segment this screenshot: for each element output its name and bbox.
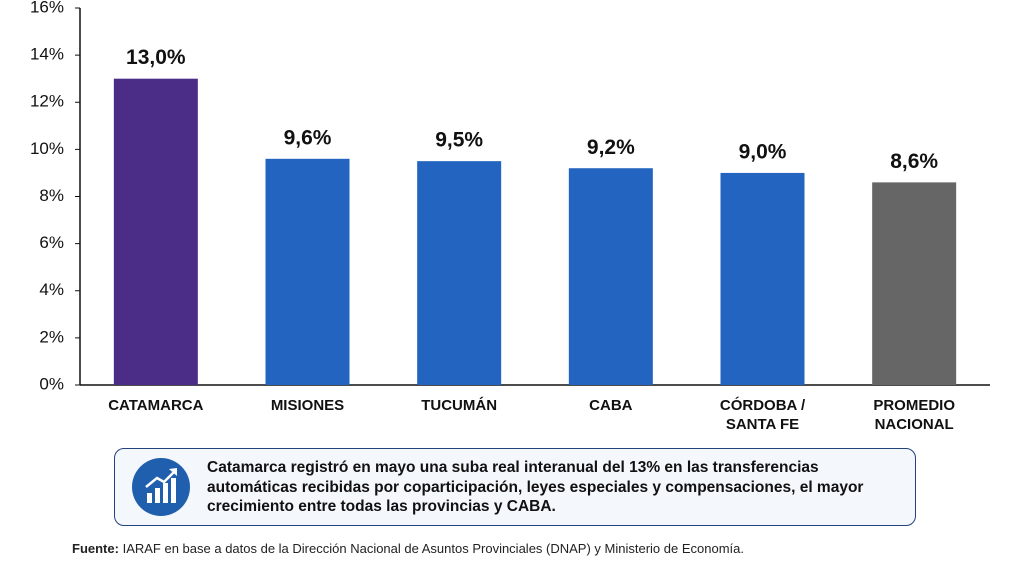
value-label: 9,0% (739, 140, 787, 163)
bar (568, 168, 653, 385)
value-label: 9,6% (284, 126, 332, 149)
note-text: Catamarca registró en mayo una suba real… (207, 459, 864, 515)
x-tick-label: MISIONES (270, 397, 345, 414)
bar (113, 78, 198, 385)
x-tick-label: CÓRDOBA / SANTA FE (719, 397, 806, 433)
bar (417, 161, 502, 385)
x-tick-label: TUCUMÁN (421, 397, 498, 414)
x-tick-label: PROMEDIO NACIONAL (873, 397, 955, 433)
note-icon (132, 458, 190, 516)
y-tick-label: 6% (39, 233, 64, 252)
chart: 0% 2% 4% 6% 8% 10% 12% 14% 16% 13,0% 9,6% 9,5% 9,2% 9… (30, 0, 990, 393)
note-box: Catamarca registró en mayo una suba real… (114, 448, 916, 526)
source-text: IARAF en base a datos de la Dirección Na… (122, 541, 744, 556)
source: Fuente: IARAF en base a datos de la Dire… (72, 541, 744, 556)
y-tick-label: 10% (30, 139, 64, 158)
y-tick-label: 4% (39, 280, 64, 299)
value-label: 9,2% (587, 136, 635, 159)
y-tick-label: 8% (39, 186, 64, 205)
value-label: 13,0% (126, 46, 186, 69)
x-tick-label: CABA (589, 397, 633, 414)
x-tick-label: CATAMARCA (108, 397, 204, 414)
value-label: 8,6% (890, 150, 938, 173)
y-tick-label: 2% (39, 327, 64, 346)
bar (872, 182, 957, 385)
bar (720, 172, 805, 385)
y-tick-label: 16% (30, 0, 64, 16)
value-label: 9,5% (435, 129, 483, 152)
y-tick-label: 12% (30, 92, 64, 111)
y-tick-label: 0% (39, 374, 64, 393)
bar (265, 158, 350, 385)
y-tick-label: 14% (30, 45, 64, 64)
source-label: Fuente: (72, 541, 119, 556)
